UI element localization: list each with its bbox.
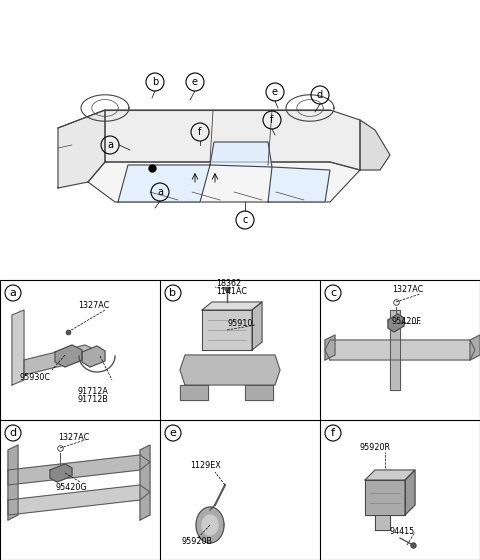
- Text: 91712A: 91712A: [78, 388, 109, 396]
- Text: d: d: [317, 90, 323, 100]
- Polygon shape: [180, 385, 208, 400]
- Polygon shape: [24, 345, 100, 375]
- Polygon shape: [325, 340, 475, 360]
- Text: 95420F: 95420F: [392, 316, 422, 325]
- Text: 1327AC: 1327AC: [58, 432, 89, 441]
- Text: b: b: [169, 288, 177, 298]
- Polygon shape: [365, 480, 405, 515]
- Text: b: b: [152, 77, 158, 87]
- Polygon shape: [202, 515, 218, 535]
- Polygon shape: [360, 120, 390, 170]
- Text: 1327AC: 1327AC: [78, 301, 109, 310]
- Text: 95930C: 95930C: [20, 374, 51, 382]
- Text: e: e: [169, 428, 177, 438]
- Polygon shape: [470, 335, 480, 360]
- Polygon shape: [196, 507, 224, 543]
- Polygon shape: [325, 335, 335, 360]
- Text: f: f: [270, 115, 274, 125]
- Text: a: a: [107, 140, 113, 150]
- Text: 1129EX: 1129EX: [190, 460, 221, 469]
- Polygon shape: [202, 310, 252, 350]
- Text: 94415: 94415: [390, 528, 415, 536]
- Polygon shape: [390, 310, 400, 390]
- Bar: [0, 280, 480, 560]
- Polygon shape: [8, 445, 18, 520]
- Polygon shape: [118, 165, 210, 202]
- Text: 95420G: 95420G: [55, 483, 86, 492]
- Polygon shape: [88, 162, 360, 202]
- Polygon shape: [245, 385, 273, 400]
- Text: 18362: 18362: [216, 279, 241, 288]
- Text: f: f: [198, 127, 202, 137]
- Text: 95910: 95910: [228, 319, 253, 328]
- Text: e: e: [272, 87, 278, 97]
- Text: e: e: [192, 77, 198, 87]
- Polygon shape: [202, 302, 262, 310]
- Polygon shape: [180, 355, 280, 385]
- Polygon shape: [405, 470, 415, 515]
- Polygon shape: [388, 314, 404, 332]
- Polygon shape: [140, 445, 150, 520]
- Polygon shape: [8, 485, 150, 515]
- Polygon shape: [58, 110, 105, 188]
- Polygon shape: [82, 346, 105, 367]
- Text: 91712B: 91712B: [78, 395, 109, 404]
- Polygon shape: [105, 110, 360, 170]
- Text: 1327AC: 1327AC: [392, 286, 423, 295]
- Polygon shape: [268, 167, 330, 202]
- Text: 1141AC: 1141AC: [216, 287, 247, 296]
- Text: d: d: [10, 428, 17, 438]
- Polygon shape: [8, 455, 150, 485]
- Text: 95920R: 95920R: [360, 444, 391, 452]
- Polygon shape: [210, 142, 272, 167]
- Text: f: f: [331, 428, 335, 438]
- Text: a: a: [10, 288, 16, 298]
- Polygon shape: [252, 302, 262, 350]
- Polygon shape: [365, 470, 415, 480]
- Polygon shape: [12, 310, 24, 385]
- Polygon shape: [55, 345, 82, 367]
- Text: c: c: [242, 215, 248, 225]
- Text: c: c: [330, 288, 336, 298]
- Text: 95920B: 95920B: [182, 538, 213, 547]
- Polygon shape: [50, 464, 72, 482]
- Text: a: a: [157, 187, 163, 197]
- Polygon shape: [375, 515, 390, 530]
